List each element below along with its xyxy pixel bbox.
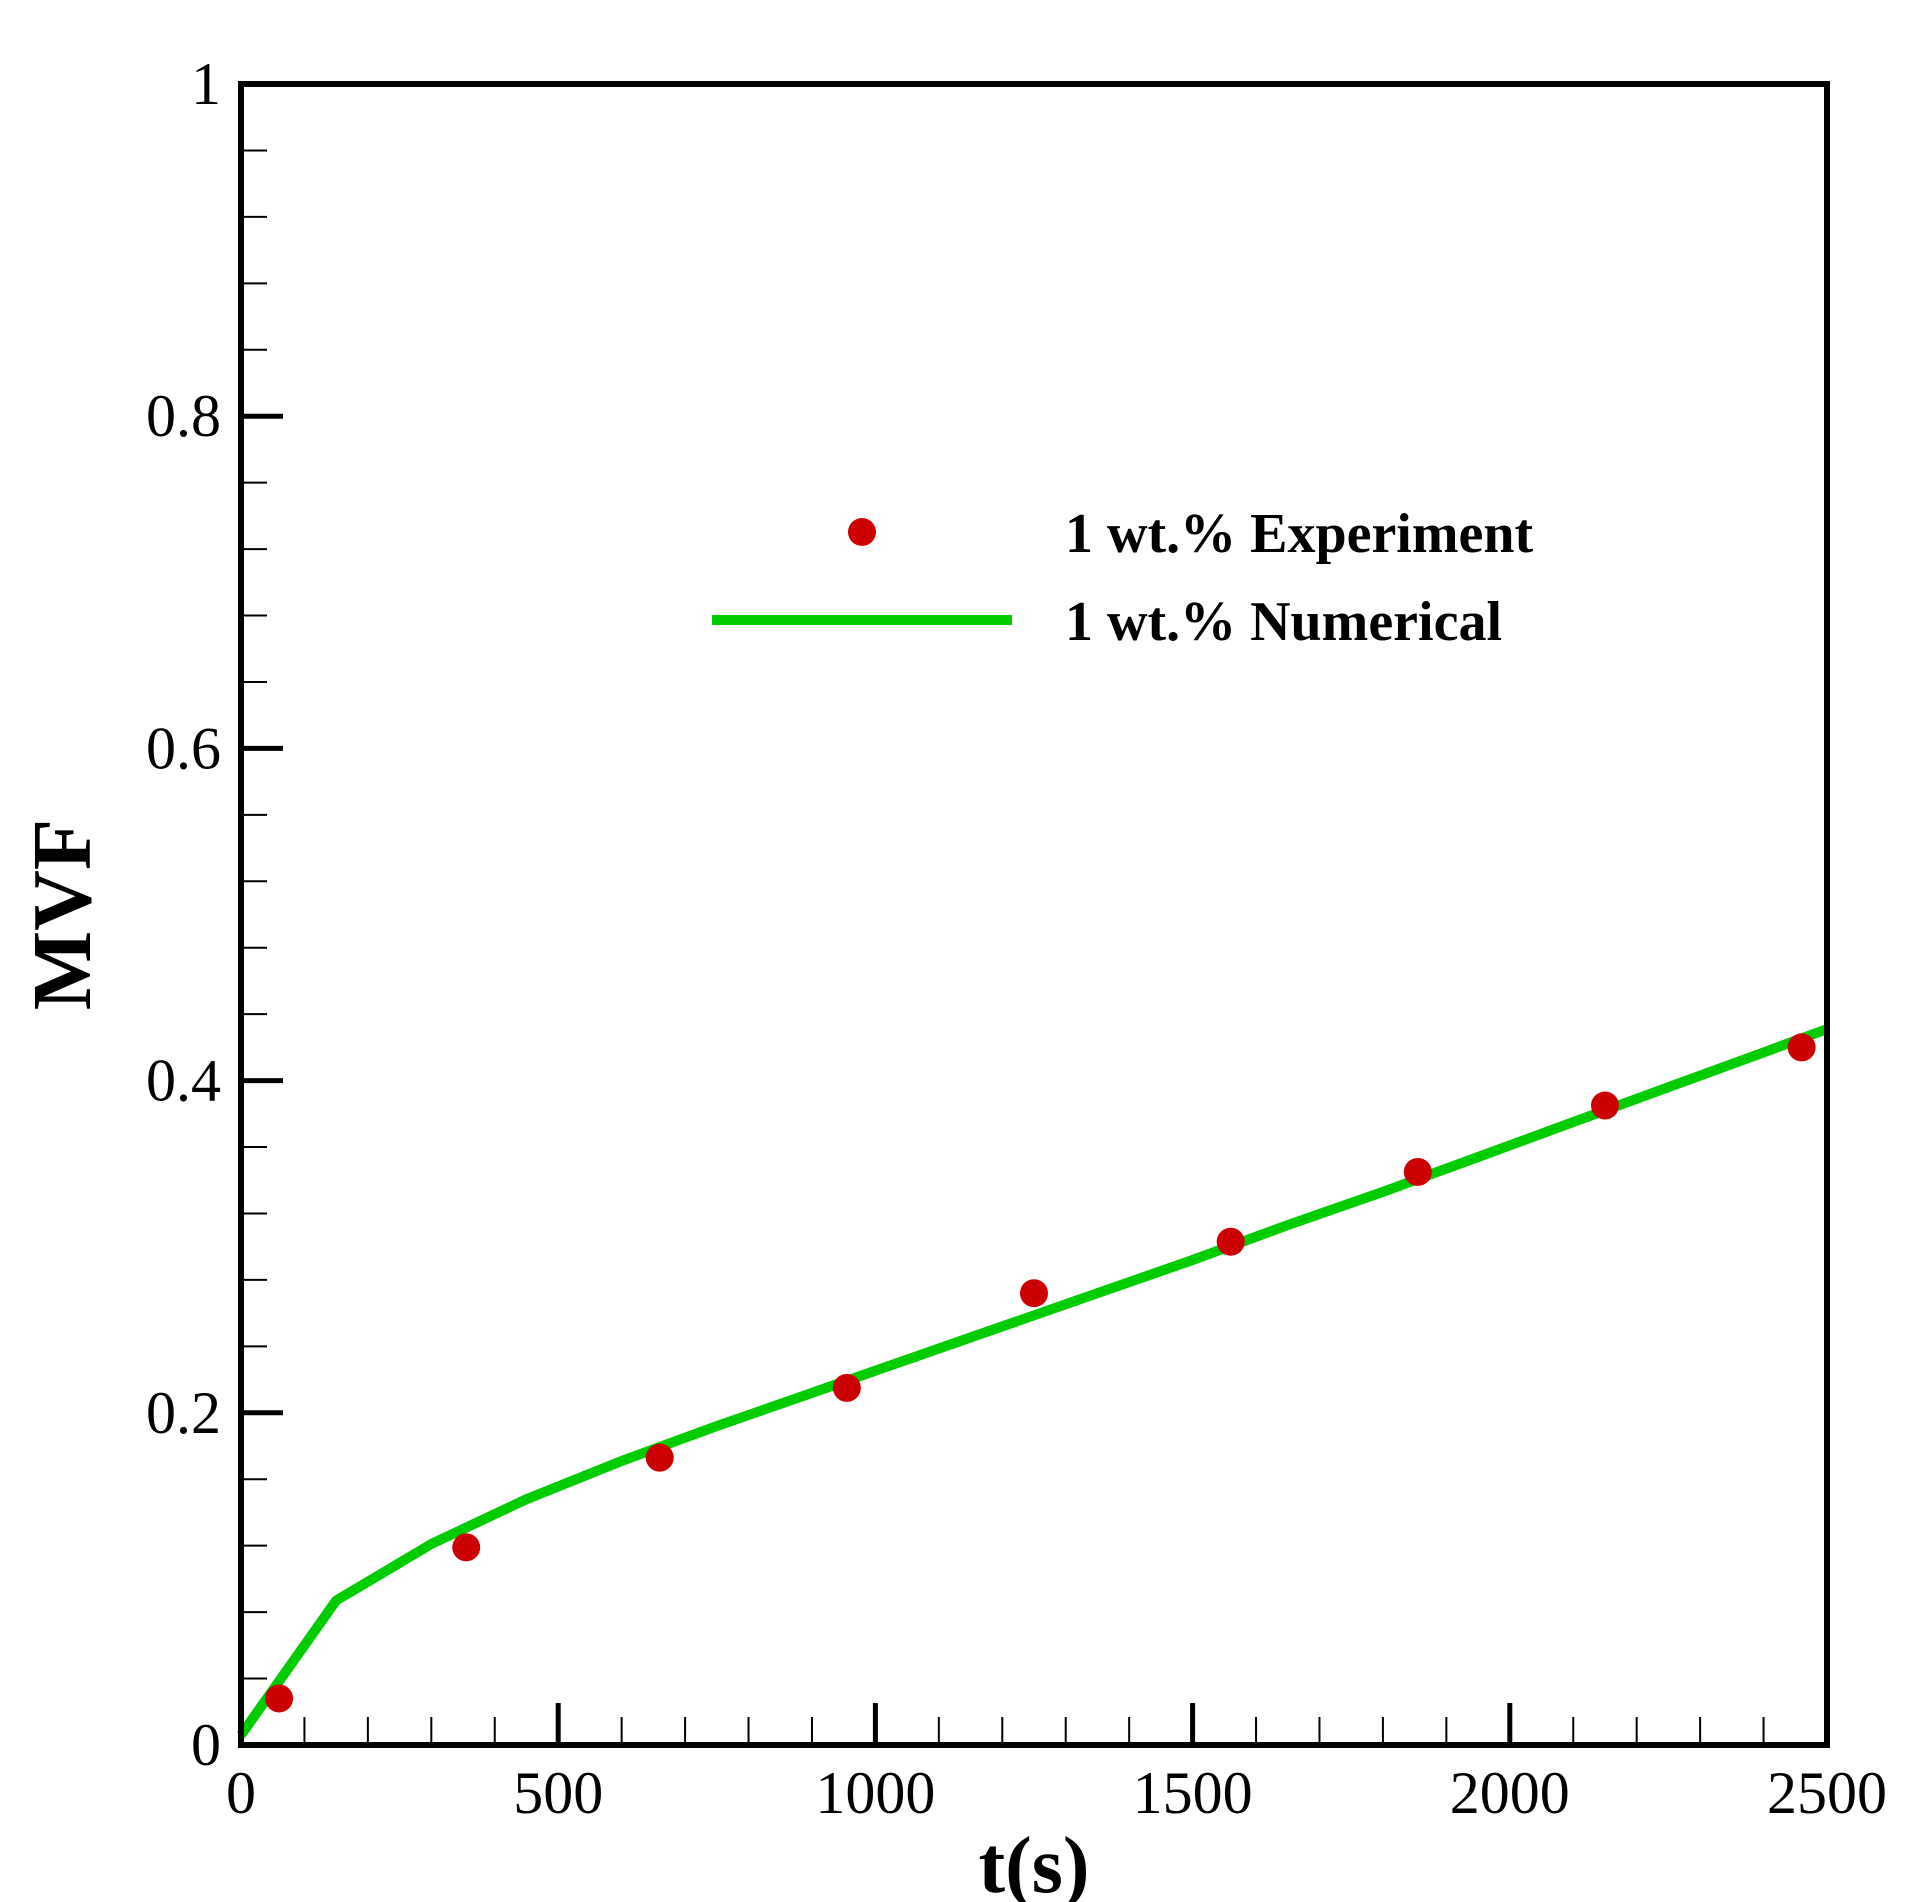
data-point-experiment — [645, 1443, 674, 1472]
data-point-experiment — [1590, 1091, 1619, 1120]
y-tick-label: 0.2 — [146, 1380, 221, 1446]
x-tick-label: 2500 — [1767, 1760, 1887, 1826]
y-tick-label: 1 — [191, 51, 221, 117]
data-point-experiment — [832, 1373, 861, 1402]
y-tick-label: 0.4 — [146, 1048, 221, 1114]
x-axis-title: t(s) — [978, 1822, 1089, 1902]
x-tick-label: 1000 — [815, 1760, 935, 1826]
plot-area — [236, 1024, 1829, 1738]
legend-label: 1 wt.% Numerical — [1065, 591, 1502, 653]
y-tick-label: 0.6 — [146, 715, 221, 781]
x-tick-label: 2000 — [1450, 1760, 1570, 1826]
legend-marker-experiment — [848, 518, 876, 546]
series-line-numerical — [236, 1024, 1829, 1738]
y-axis-title: MVF — [16, 819, 109, 1010]
legend-label: 1 wt.% Experiment — [1065, 503, 1534, 565]
axis-ticks — [238, 81, 1830, 1748]
data-point-experiment — [1216, 1227, 1245, 1256]
y-tick-label: 0.8 — [146, 383, 221, 449]
x-tick-label: 0 — [226, 1760, 256, 1826]
data-point-experiment — [265, 1684, 294, 1713]
x-tick-label: 500 — [513, 1760, 603, 1826]
data-point-experiment — [1020, 1279, 1048, 1308]
x-tick-label: 1500 — [1133, 1760, 1253, 1826]
data-point-experiment — [452, 1533, 481, 1562]
plot-frame — [238, 81, 1830, 1748]
y-tick-label: 0 — [191, 1712, 221, 1778]
tick-labels: 0 500 1000 1500 2000 2500 0 0.2 0.4 0.6 0.8 1 — [146, 51, 1887, 1826]
data-point-experiment — [1403, 1157, 1432, 1186]
legend: 1 wt.% Experiment 1 wt.% Numerical — [712, 503, 1534, 653]
data-point-experiment — [1787, 1033, 1816, 1062]
